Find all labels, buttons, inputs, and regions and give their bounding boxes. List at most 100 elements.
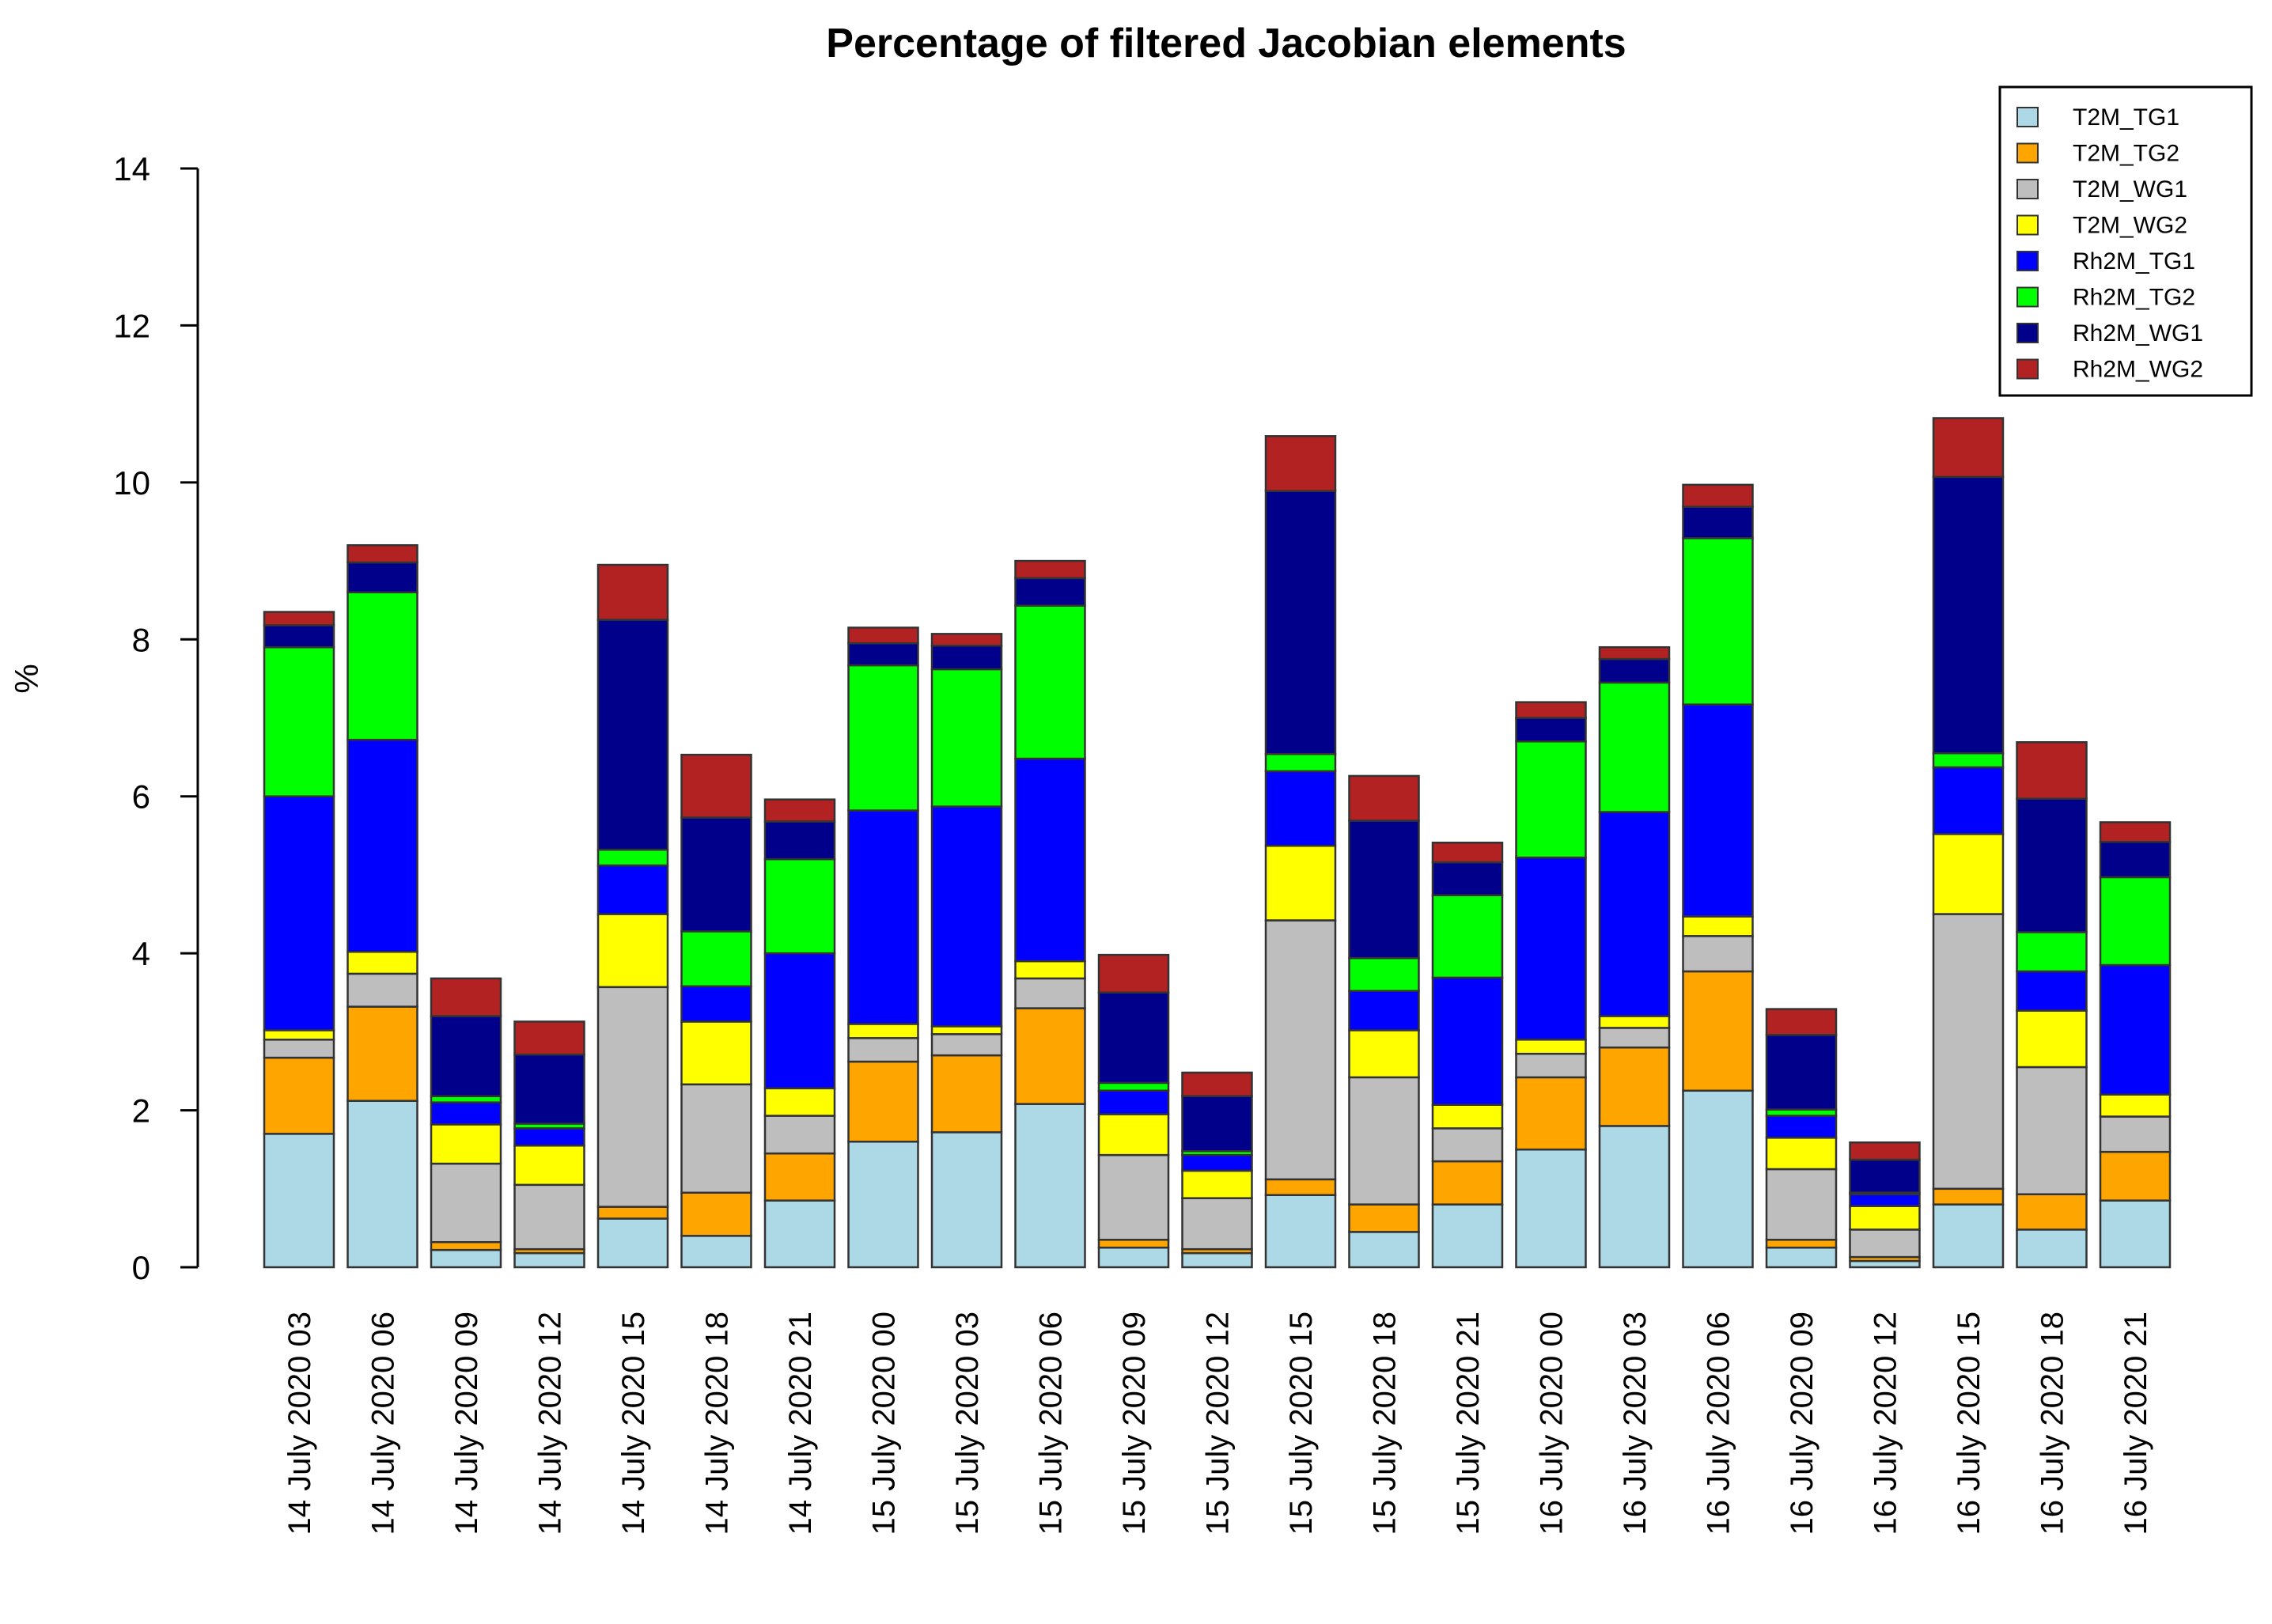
bar-segment-t2m-tg2 xyxy=(1515,1076,1587,1151)
bar-segment-rh2m-wg2 xyxy=(1181,1071,1253,1097)
bar-segment-t2m-tg1 xyxy=(263,1133,335,1269)
x-tick-labels: 14 July 2020 03 14 July 2020 06 14 July 20… xyxy=(282,1312,2153,1535)
bar-segment-t2m-tg1 xyxy=(930,1131,1003,1269)
bar-segment-rh2m-wg2 xyxy=(346,543,418,564)
bar-segment-rh2m-wg2 xyxy=(1849,1141,1921,1161)
bar-segment-rh2m-wg1 xyxy=(263,624,335,649)
bar-stack xyxy=(1014,559,1086,1269)
y-tick-label: 0 xyxy=(132,1249,150,1286)
bar-segment-t2m-tg2 xyxy=(1598,1046,1671,1127)
bar-segment-rh2m-wg2 xyxy=(1932,417,2005,479)
legend-label: Rh2M_WG2 xyxy=(2073,357,2203,383)
bar-segment-rh2m-tg2 xyxy=(847,664,919,812)
bar-segment-t2m-tg1 xyxy=(2099,1199,2172,1269)
y-tick-label: 8 xyxy=(132,621,150,658)
bar-segment-rh2m-wg1 xyxy=(1097,991,1170,1085)
bar-segment-t2m-tg2 xyxy=(1264,1178,1337,1196)
bar-stack xyxy=(1264,435,1337,1269)
legend-swatch xyxy=(2016,142,2039,164)
bar-segment-rh2m-wg1 xyxy=(2016,797,2088,933)
bar-segment-t2m-wg1 xyxy=(930,1033,1003,1057)
bar-segment-rh2m-wg2 xyxy=(1598,645,1671,661)
x-tick-label: 15 July 2020 09 xyxy=(1117,1312,1152,1535)
bar-segment-t2m-tg1 xyxy=(1598,1125,1671,1269)
bar-segment-t2m-wg1 xyxy=(430,1162,502,1244)
bar-segment-rh2m-tg1 xyxy=(1014,757,1086,963)
bar-segment-t2m-tg1 xyxy=(2016,1228,2088,1269)
bar-segment-t2m-wg2 xyxy=(1097,1113,1170,1156)
bar-segment-t2m-tg2 xyxy=(263,1056,335,1135)
bar-segment-rh2m-tg1 xyxy=(1849,1193,1921,1207)
bar-segment-rh2m-tg1 xyxy=(1348,990,1420,1032)
bar-segment-rh2m-wg2 xyxy=(847,627,919,645)
bar-segment-rh2m-tg2 xyxy=(1264,752,1337,773)
bar-segment-rh2m-wg2 xyxy=(263,611,335,627)
bar-segment-t2m-wg1 xyxy=(346,972,418,1008)
bar-stack xyxy=(680,753,752,1269)
bar-segment-rh2m-wg2 xyxy=(1431,842,1504,864)
bar-segment-rh2m-tg2 xyxy=(680,930,752,988)
chart-title: Percentage of filtered Jacobian elements xyxy=(826,21,1626,66)
legend-swatch xyxy=(2016,323,2039,343)
bar-segment-t2m-wg1 xyxy=(1348,1076,1420,1206)
x-tick-label: 14 July 2020 15 xyxy=(616,1312,651,1535)
legend-swatch xyxy=(2016,107,2039,127)
bar-segment-t2m-tg1 xyxy=(346,1100,418,1269)
bar-segment-t2m-wg2 xyxy=(930,1025,1003,1035)
bar-stack xyxy=(1682,483,1754,1269)
bar-segment-t2m-tg2 xyxy=(680,1191,752,1237)
bar-stack xyxy=(1348,774,1420,1269)
x-tick-label: 16 July 2020 00 xyxy=(1535,1312,1570,1535)
bar-stack xyxy=(596,563,669,1269)
bar-segment-rh2m-tg1 xyxy=(346,739,418,953)
bar-segment-rh2m-wg2 xyxy=(1515,701,1587,719)
bar-segment-t2m-tg2 xyxy=(1431,1160,1504,1206)
bar-segment-t2m-wg1 xyxy=(1181,1197,1253,1251)
bar-stack xyxy=(847,627,919,1269)
bar-segment-rh2m-tg1 xyxy=(1264,770,1337,847)
bar-segment-rh2m-wg1 xyxy=(763,820,836,861)
bar-segment-t2m-tg1 xyxy=(1682,1089,1754,1269)
x-tick-label: 14 July 2020 06 xyxy=(366,1312,401,1535)
bar-stack xyxy=(763,798,836,1269)
bar-segment-rh2m-tg2 xyxy=(1348,956,1420,993)
bar-segment-t2m-tg2 xyxy=(930,1054,1003,1134)
legend-label: T2M_WG2 xyxy=(2073,213,2187,239)
bar-segment-rh2m-wg1 xyxy=(1682,505,1754,539)
bar-segment-rh2m-wg1 xyxy=(680,816,752,933)
bar-stack xyxy=(1431,842,1504,1269)
bar-segment-rh2m-wg1 xyxy=(2099,841,2172,879)
legend: T2M_TG1 T2M_TG2 T2M_WG1 T2M_WG2 Rh2M_TG1 Rh2M… xyxy=(1998,85,2253,397)
bar-segment-rh2m-tg2 xyxy=(1097,1081,1170,1092)
y-axis: 0 2 4 6 8 10 12 14 xyxy=(113,150,199,1286)
bar-segment-t2m-wg1 xyxy=(1097,1153,1170,1241)
bar-segment-rh2m-tg2 xyxy=(1598,681,1671,813)
x-tick-label: 15 July 2020 03 xyxy=(950,1312,985,1535)
bar-segment-rh2m-wg2 xyxy=(513,1020,585,1056)
bar-segment-t2m-wg2 xyxy=(2016,1009,2088,1069)
bar-segment-rh2m-wg2 xyxy=(430,977,502,1017)
bar-segment-t2m-wg2 xyxy=(1598,1015,1671,1029)
bar-segment-rh2m-tg2 xyxy=(2016,931,2088,973)
bar-segment-t2m-wg1 xyxy=(1682,935,1754,973)
bar-segment-rh2m-tg1 xyxy=(1598,811,1671,1017)
bar-stack xyxy=(263,611,335,1269)
bar-stack xyxy=(1765,1008,1838,1269)
x-tick-label: 16 July 2020 21 xyxy=(2119,1312,2153,1535)
bar-segment-rh2m-wg1 xyxy=(1598,657,1671,684)
bar-segment-rh2m-wg2 xyxy=(930,633,1003,647)
bar-segment-rh2m-wg1 xyxy=(1014,577,1086,607)
bar-segment-t2m-tg1 xyxy=(596,1217,669,1269)
bar-segment-rh2m-wg2 xyxy=(1097,953,1170,994)
bar-segment-rh2m-tg1 xyxy=(1181,1153,1253,1172)
bar-segment-rh2m-wg1 xyxy=(430,1015,502,1097)
bar-stack xyxy=(1849,1141,1921,1269)
bars-group xyxy=(263,417,2172,1269)
bar-segment-rh2m-wg2 xyxy=(2099,821,2172,843)
bar-segment-t2m-wg1 xyxy=(1264,919,1337,1181)
y-tick-label: 14 xyxy=(113,150,150,187)
y-axis-label: % xyxy=(8,664,45,693)
bar-segment-t2m-wg2 xyxy=(1932,833,2005,915)
bar-segment-t2m-wg1 xyxy=(763,1115,836,1155)
